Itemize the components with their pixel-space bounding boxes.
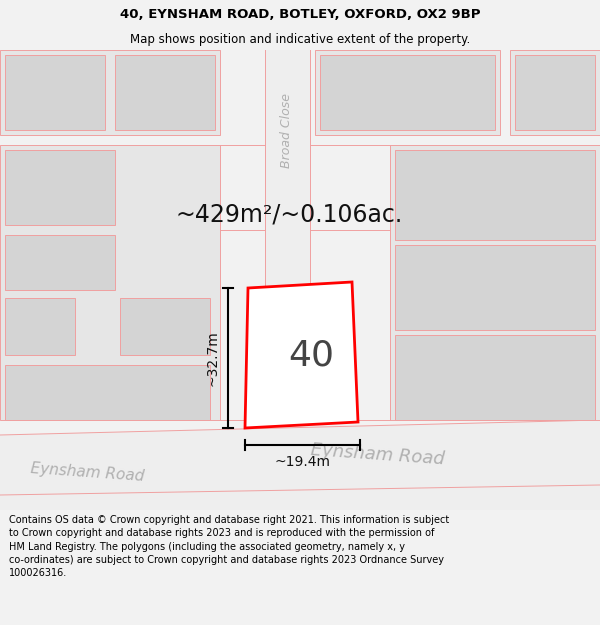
Text: ~32.7m: ~32.7m	[206, 330, 220, 386]
Polygon shape	[5, 150, 115, 225]
Polygon shape	[0, 420, 600, 510]
Polygon shape	[5, 55, 105, 130]
Text: Broad Close: Broad Close	[281, 92, 293, 168]
Text: Eynsham Road: Eynsham Road	[310, 441, 445, 469]
Polygon shape	[315, 50, 500, 135]
Text: ~19.4m: ~19.4m	[275, 455, 331, 469]
Polygon shape	[515, 55, 595, 130]
Text: 40, EYNSHAM ROAD, BOTLEY, OXFORD, OX2 9BP: 40, EYNSHAM ROAD, BOTLEY, OXFORD, OX2 9B…	[120, 8, 480, 21]
Polygon shape	[395, 150, 595, 240]
Text: ~429m²/~0.106ac.: ~429m²/~0.106ac.	[175, 203, 402, 227]
Polygon shape	[5, 235, 115, 290]
Polygon shape	[320, 55, 495, 130]
Polygon shape	[510, 50, 600, 135]
Polygon shape	[5, 298, 75, 355]
Polygon shape	[120, 298, 210, 355]
Polygon shape	[0, 50, 220, 135]
Polygon shape	[115, 55, 215, 130]
Polygon shape	[245, 282, 358, 428]
Text: Eynsham Road: Eynsham Road	[30, 461, 145, 484]
Text: Map shows position and indicative extent of the property.: Map shows position and indicative extent…	[130, 32, 470, 46]
Text: Contains OS data © Crown copyright and database right 2021. This information is : Contains OS data © Crown copyright and d…	[9, 515, 449, 578]
Polygon shape	[395, 245, 595, 330]
Polygon shape	[265, 50, 310, 320]
Polygon shape	[390, 145, 600, 420]
Text: 40: 40	[288, 338, 334, 372]
Polygon shape	[395, 335, 595, 420]
Polygon shape	[0, 145, 220, 420]
Polygon shape	[5, 365, 210, 420]
